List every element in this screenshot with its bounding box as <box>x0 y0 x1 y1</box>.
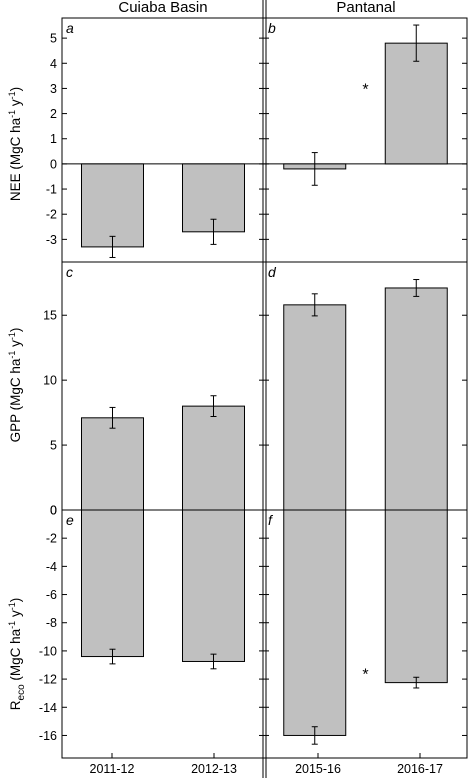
panel-letter: d <box>268 264 277 280</box>
x-tick-label: 2012-13 <box>191 762 237 776</box>
y-tick-label: -4 <box>46 560 57 574</box>
panel-letter: e <box>66 512 74 528</box>
y-tick-label: -3 <box>46 233 57 247</box>
bar <box>384 42 448 165</box>
bars-layer <box>81 24 448 745</box>
panel-letter: c <box>66 264 73 280</box>
y-tick-label: -8 <box>46 616 57 630</box>
labels-layer: Cuiaba Basin Pantanal 2011-12 2012-13 20… <box>7 0 443 776</box>
y-tick-label: 3 <box>50 82 57 96</box>
y-tick-label: -14 <box>39 701 57 715</box>
y-axis-title-nee: NEE (MgC ha-1 y-1) <box>7 87 23 201</box>
bar <box>81 509 144 658</box>
y-tick-label: 4 <box>50 57 57 71</box>
y-tick-label: -16 <box>39 729 57 743</box>
bar <box>182 405 245 511</box>
bar <box>182 509 245 662</box>
x-tick-label: 2011-12 <box>90 762 135 776</box>
x-tick-label: 2016-17 <box>397 762 443 776</box>
y-tick-label: -2 <box>46 532 57 546</box>
y-axis-title-gpp: GPP (MgC ha-1 y-1) <box>7 328 23 443</box>
y-tick-label: 10 <box>43 374 57 388</box>
column-title-cuiaba: Cuiaba Basin <box>118 0 207 16</box>
significance-marker: * <box>362 81 368 98</box>
bar <box>283 304 347 511</box>
bar <box>81 163 144 248</box>
y-tick-label: 1 <box>50 132 57 146</box>
panel-letter: f <box>268 512 274 528</box>
y-tick-label: -2 <box>46 208 57 222</box>
y-tick-label: -12 <box>39 673 57 687</box>
plot-frame <box>61 17 468 759</box>
y-tick-label: -1 <box>46 183 57 197</box>
bar <box>384 509 448 684</box>
y-tick-label: 0 <box>50 504 57 518</box>
significance-marker: * <box>362 666 368 683</box>
column-title-pantanal: Pantanal <box>336 0 395 16</box>
x-tick-label: 2015-16 <box>295 762 341 776</box>
bar <box>384 287 448 511</box>
y-tick-label: 15 <box>43 309 57 323</box>
panel-letter: a <box>66 20 74 36</box>
bar <box>81 417 144 511</box>
panel-letter: b <box>268 20 276 36</box>
y-tick-label: -10 <box>39 644 57 658</box>
y-tick-label: 5 <box>50 32 57 46</box>
y-tick-label: 0 <box>50 157 57 171</box>
y-tick-label: -6 <box>46 588 57 602</box>
y-tick-label: 5 <box>50 439 57 453</box>
y-axis-title-reco: Reco (MgC ha-1 y-1) <box>7 598 27 710</box>
bar <box>283 509 347 736</box>
y-tick-label: 2 <box>50 107 57 121</box>
y-tick-label: 0 <box>50 504 57 518</box>
